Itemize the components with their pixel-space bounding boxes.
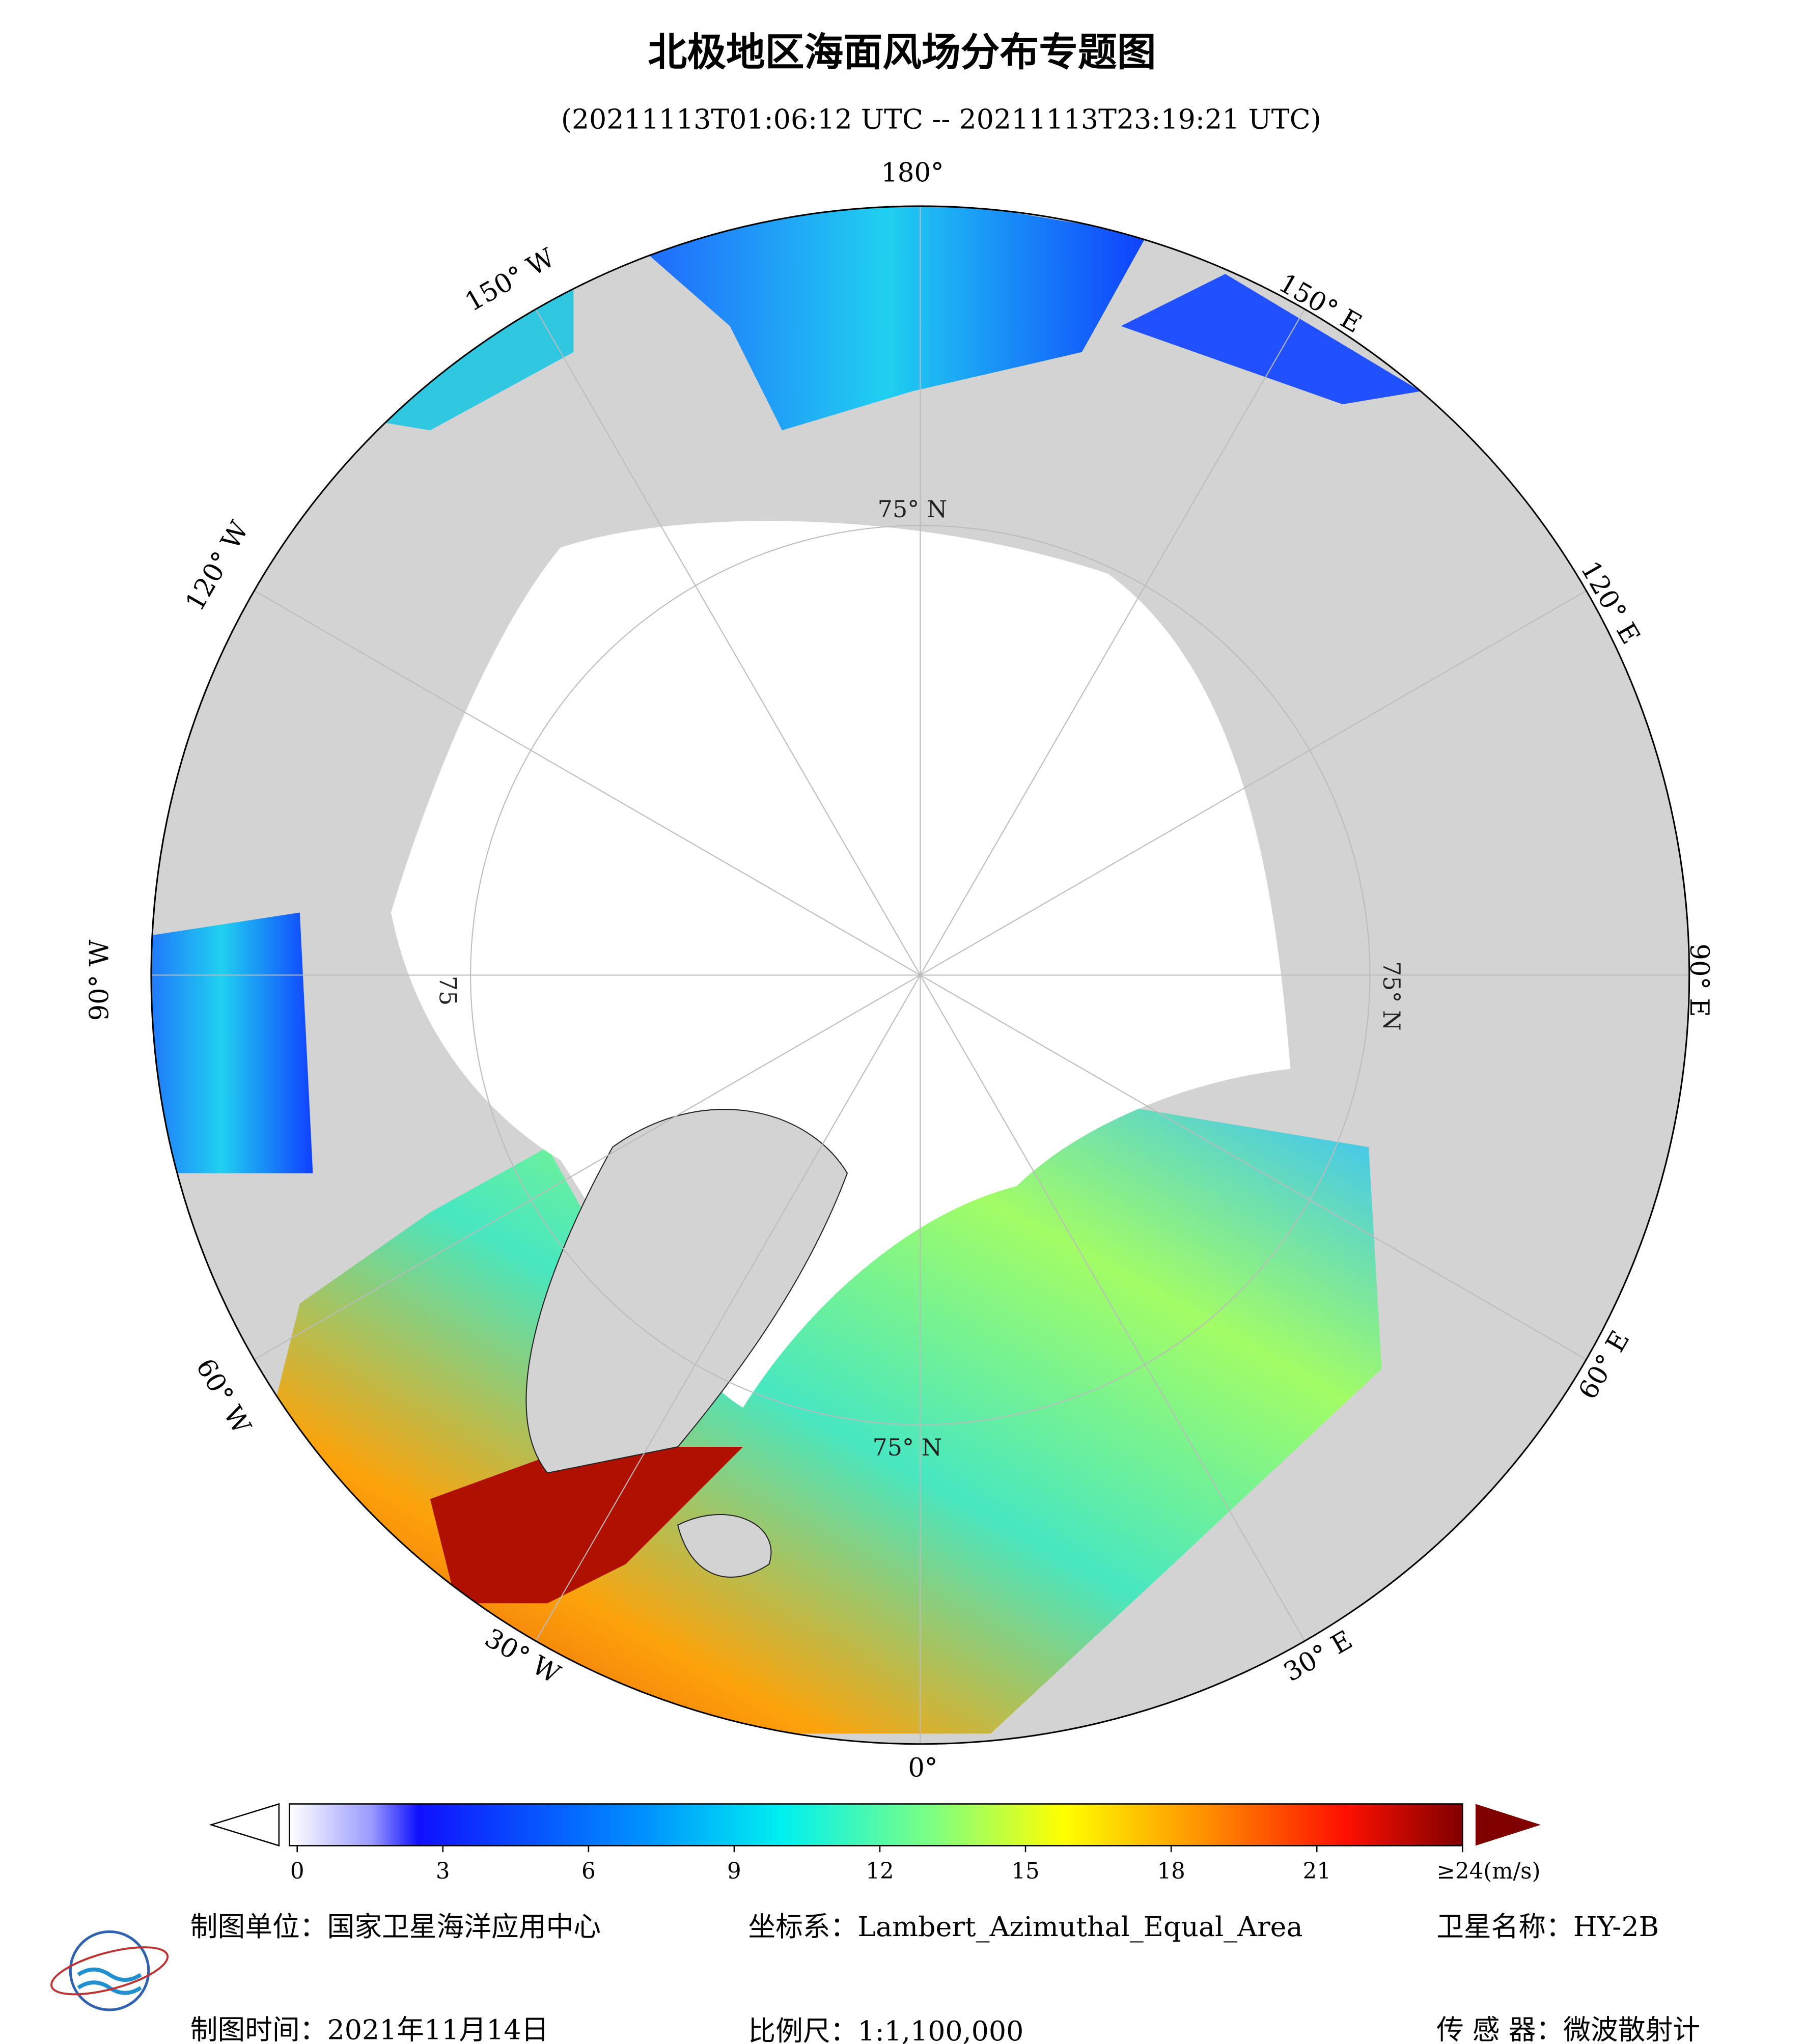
wind-field [430, 1447, 743, 1604]
colorbar-tick-label: 15 [1011, 1859, 1039, 1884]
title: 北极地区海面风场分布专题图 [648, 30, 1156, 75]
longitude-label: 90° W [85, 939, 115, 1021]
longitude-label: 0° [908, 1753, 937, 1783]
footer-scale: 比例尺：1:1,100,000 [748, 2015, 1023, 2044]
footer-unit: 制图单位：国家卫星海洋应用中心 [190, 1911, 601, 1943]
latitude-label: 75 [434, 976, 462, 1006]
colorbar-tick-label: 0 [290, 1859, 304, 1884]
latitude-label: 75° N [878, 495, 948, 523]
footer-projection: 坐标系：Lambert_Azimuthal_Equal_Area [748, 1911, 1302, 1943]
colorbar-tick-label: ≥24(m/s) [1436, 1859, 1540, 1884]
longitude-label: 60° W [190, 1354, 257, 1440]
footer-satellite: 卫星名称：HY-2B [1436, 1911, 1659, 1943]
wind-field [151, 912, 313, 1173]
latitude-label: 75° N [872, 1434, 942, 1461]
logo [50, 1930, 169, 2011]
map [150, 205, 1690, 1745]
wind-field [1121, 274, 1421, 405]
footer-sensor: 传 感 器：微波散射计 [1436, 2013, 1700, 2044]
footer-date: 制图时间：2021年11月14日 [190, 2013, 549, 2044]
wind-field [625, 206, 1147, 431]
subtitle: (20211113T01:06:12 UTC -- 20211113T23:19… [561, 103, 1321, 135]
longitude-label: 180° [881, 158, 943, 188]
colorbar-tick-label: 3 [436, 1859, 450, 1884]
longitude-label: 90° E [1684, 943, 1714, 1017]
colorbar-tick-label: 18 [1157, 1859, 1185, 1884]
colorbar-tick-label: 6 [581, 1859, 596, 1884]
longitude-label: 120° W [180, 516, 255, 617]
colorbar-tick-label: 9 [727, 1859, 741, 1884]
iceland [677, 1514, 772, 1578]
latitude-label: 75° N [1378, 961, 1405, 1031]
colorbar [209, 1803, 1541, 1847]
colorbar-tick-label: 21 [1303, 1859, 1331, 1884]
greenland [525, 1109, 848, 1474]
colorbar-tick-label: 12 [866, 1859, 894, 1884]
